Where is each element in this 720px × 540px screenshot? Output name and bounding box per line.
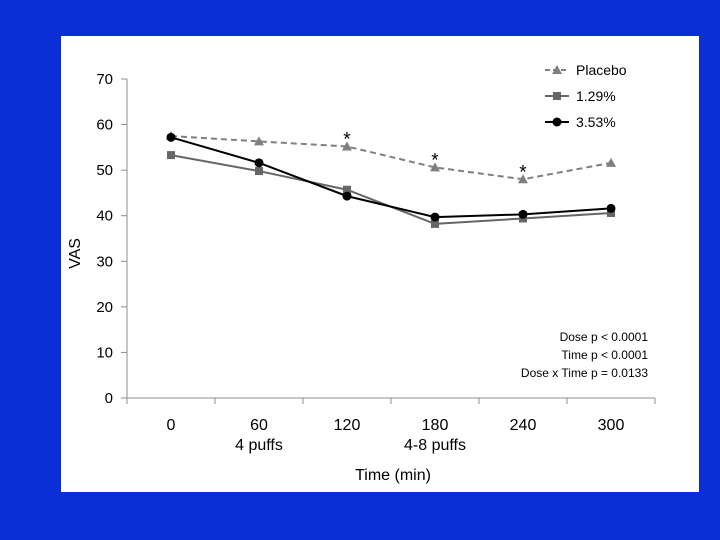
legend-label: 3.53% bbox=[576, 114, 616, 130]
x-tick-label: 0 bbox=[167, 417, 176, 434]
chart-axes: 0 10 20 30 40 50 60 70 0 60 4 puffs 120 180 4-8 puffs… bbox=[67, 71, 656, 484]
series-layer: * * * bbox=[166, 129, 616, 228]
x-axis-title: Time (min) bbox=[355, 467, 431, 484]
significance-star: * bbox=[519, 162, 527, 183]
slide-panel: 0 10 20 30 40 50 60 70 0 60 4 puffs 120 180 4-8 puffs… bbox=[61, 36, 699, 492]
y-tick-label: 20 bbox=[96, 299, 113, 316]
stats-annotation: Dose p < 0.0001 bbox=[560, 330, 649, 344]
y-tick-label: 50 bbox=[96, 162, 113, 179]
data-point-3-53 bbox=[254, 158, 264, 168]
chart-legend: Placebo 1.29% 3.53% bbox=[545, 62, 627, 130]
legend-entry: 1.29% bbox=[545, 88, 616, 104]
legend-entry: Placebo bbox=[545, 62, 627, 78]
x-tick-sublabel: 4-8 puffs bbox=[404, 437, 466, 454]
stats-annotation: Dose x Time p = 0.0133 bbox=[521, 366, 648, 380]
series-line-3-53 bbox=[170, 136, 612, 219]
line-chart: 0 10 20 30 40 50 60 70 0 60 4 puffs 120 180 4-8 puffs… bbox=[67, 62, 656, 484]
x-tick-label: 240 bbox=[510, 417, 537, 434]
x-tick-label: 300 bbox=[598, 417, 625, 434]
legend-entry: 3.53% bbox=[545, 114, 616, 130]
data-point-3-53 bbox=[166, 132, 176, 142]
data-point-3-53 bbox=[342, 191, 352, 201]
y-tick-label: 10 bbox=[96, 344, 113, 361]
series-1-29 bbox=[167, 151, 615, 228]
x-tick-label: 120 bbox=[334, 417, 361, 434]
legend-label: 1.29% bbox=[576, 88, 616, 104]
y-tick-label: 60 bbox=[96, 117, 113, 134]
data-point-3-53 bbox=[430, 212, 440, 222]
legend-label: Placebo bbox=[576, 62, 627, 78]
series-line-placebo bbox=[170, 134, 612, 181]
data-point-1-29 bbox=[607, 208, 615, 217]
series-placebo bbox=[166, 130, 616, 184]
y-tick-label: 70 bbox=[96, 71, 113, 88]
y-tick-label: 40 bbox=[96, 208, 113, 225]
data-point-3-53 bbox=[606, 203, 616, 213]
data-point-1-29 bbox=[343, 185, 351, 194]
data-point-placebo bbox=[518, 174, 528, 184]
data-point-placebo bbox=[342, 141, 352, 151]
x-tick-sublabel: 4 puffs bbox=[235, 437, 283, 454]
y-axis-title: VAS bbox=[67, 238, 84, 269]
data-point-3-53 bbox=[518, 209, 528, 219]
data-point-1-29 bbox=[431, 219, 439, 228]
y-tick-label: 30 bbox=[96, 253, 113, 270]
legend-swatch-marker bbox=[552, 65, 562, 74]
data-point-placebo bbox=[254, 136, 264, 146]
x-tick-label: 180 bbox=[422, 417, 449, 434]
data-point-placebo bbox=[606, 157, 616, 167]
stats-annotation: Time p < 0.0001 bbox=[561, 348, 648, 362]
data-point-1-29 bbox=[167, 151, 175, 160]
legend-swatch-marker bbox=[553, 92, 561, 100]
series-3-53 bbox=[166, 132, 616, 222]
legend-swatch-marker bbox=[552, 117, 562, 127]
data-point-placebo bbox=[430, 162, 440, 172]
significance-star: * bbox=[431, 150, 439, 171]
x-tick-label: 60 bbox=[250, 417, 268, 434]
data-point-1-29 bbox=[255, 167, 263, 176]
stats-annotations: Dose p < 0.0001 Time p < 0.0001 Dose x Tim… bbox=[521, 330, 648, 380]
significance-star: * bbox=[343, 129, 351, 150]
y-tick-label: 0 bbox=[105, 390, 113, 407]
